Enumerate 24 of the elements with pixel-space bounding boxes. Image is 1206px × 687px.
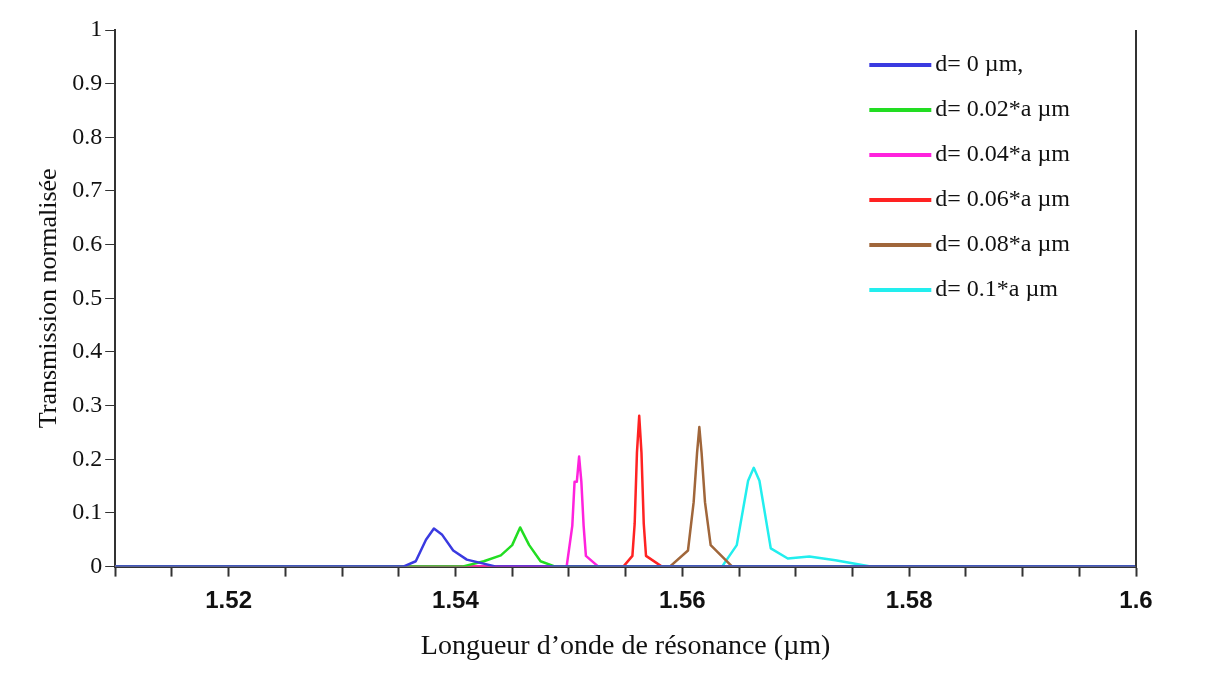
x-axis-title: Longueur d’onde de résonance (µm) bbox=[420, 628, 831, 660]
y-tick-label: 0.6 bbox=[72, 229, 103, 256]
y-tick-label: 0 bbox=[90, 551, 103, 578]
x-tick-label: 1.58 bbox=[885, 585, 933, 613]
y-tick-label: 0.5 bbox=[72, 283, 103, 310]
y-axis-title: Transmission normalisée bbox=[33, 168, 63, 429]
y-tick-label: 0.2 bbox=[72, 444, 103, 471]
legend-label: d= 0.1*a µm bbox=[935, 275, 1059, 302]
legend-label: d= 0.08*a µm bbox=[935, 230, 1071, 257]
legend-label: d= 0.02*a µm bbox=[935, 95, 1071, 122]
y-tick-label: 0.9 bbox=[72, 68, 103, 95]
legend-label: d= 0 µm, bbox=[935, 50, 1024, 77]
y-tick-label: 0.1 bbox=[72, 498, 103, 525]
x-tick-label: 1.52 bbox=[205, 585, 252, 613]
y-tick-label: 0.4 bbox=[72, 337, 103, 364]
y-tick-label: 0.3 bbox=[72, 390, 103, 417]
x-tick-label: 1.56 bbox=[658, 585, 706, 613]
x-tick-label: 1.6 bbox=[1119, 585, 1153, 613]
y-tick-label: 1 bbox=[90, 15, 103, 42]
y-tick-label: 0.8 bbox=[72, 122, 103, 149]
x-tick-label: 1.54 bbox=[432, 585, 480, 613]
y-tick-label: 0.7 bbox=[72, 176, 103, 203]
legend-label: d= 0.04*a µm bbox=[935, 140, 1071, 167]
legend-label: d= 0.06*a µm bbox=[935, 185, 1071, 212]
